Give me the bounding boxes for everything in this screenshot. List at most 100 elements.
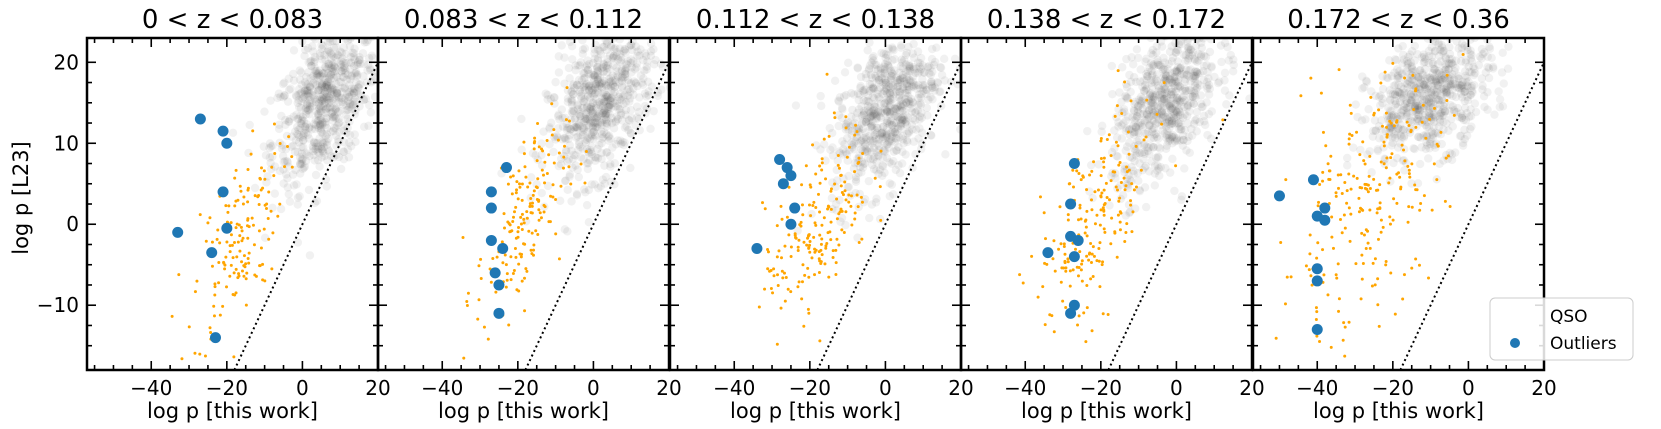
qso-point: [1417, 263, 1421, 267]
density-point: [930, 83, 940, 92]
density-point: [812, 141, 821, 150]
density-point: [576, 130, 585, 140]
density-point: [1456, 81, 1465, 90]
density-point: [576, 153, 586, 162]
density-point: [1466, 54, 1476, 63]
density-point: [886, 116, 896, 125]
density-point: [600, 94, 609, 104]
density-point: [1153, 161, 1162, 170]
density-point: [341, 66, 350, 75]
density-point: [1398, 58, 1407, 68]
qso-point: [780, 256, 784, 260]
density-point: [280, 91, 289, 100]
density-point: [1176, 71, 1185, 80]
density-point: [1424, 96, 1434, 106]
density-point: [1202, 77, 1212, 87]
density-point: [631, 78, 641, 87]
density-point: [324, 45, 333, 55]
density-point: [579, 118, 588, 127]
qso-point: [803, 273, 807, 277]
density-point: [556, 160, 566, 169]
density-point: [344, 92, 354, 101]
density-point: [344, 58, 354, 67]
density-point: [1437, 84, 1446, 93]
density-point: [1172, 67, 1182, 77]
density-point: [360, 38, 369, 47]
qso-point: [828, 230, 832, 234]
density-point: [282, 170, 291, 179]
density-point: [1174, 83, 1183, 93]
qso-point: [817, 270, 821, 274]
density-point: [890, 54, 899, 64]
density-point: [261, 151, 271, 160]
density-point: [599, 59, 608, 69]
density-point: [349, 52, 358, 61]
density-point: [606, 73, 616, 82]
density-point: [590, 70, 599, 80]
density-point: [1414, 110, 1423, 120]
density-point: [1427, 43, 1436, 52]
density-point: [1165, 96, 1174, 106]
qso-point: [1373, 283, 1377, 287]
qso-point: [537, 145, 541, 149]
density-point: [1436, 57, 1445, 66]
density-point: [602, 39, 612, 48]
density-point: [590, 83, 600, 92]
qso-point: [212, 304, 216, 308]
density-point: [1115, 88, 1124, 97]
density-point: [901, 79, 910, 89]
density-point: [1139, 86, 1149, 95]
qso-point: [231, 292, 235, 296]
density-point: [334, 152, 344, 162]
density-point: [1438, 75, 1447, 85]
density-point: [898, 82, 908, 92]
density-point: [873, 89, 882, 99]
density-point: [888, 81, 898, 90]
outlier-point: [485, 202, 497, 214]
density-point: [1402, 56, 1412, 66]
density-point: [1443, 91, 1452, 100]
density-point: [585, 85, 594, 95]
qso-point: [1412, 107, 1416, 111]
qso-point: [239, 225, 243, 229]
density-point: [354, 83, 363, 92]
density-point: [611, 102, 621, 111]
density-point: [1130, 156, 1139, 166]
density-point: [1446, 100, 1455, 110]
density-point: [1176, 122, 1185, 131]
qso-point: [1368, 208, 1372, 212]
outlier-point: [751, 243, 763, 255]
density-point: [312, 71, 322, 80]
qso-point: [170, 314, 174, 318]
density-point: [889, 90, 898, 99]
density-point: [329, 123, 339, 133]
qso-point: [1066, 260, 1070, 264]
qso-point: [1326, 162, 1330, 166]
density-point: [601, 92, 610, 102]
qso-point: [536, 177, 540, 181]
density-point: [868, 106, 877, 116]
density-point: [1423, 74, 1432, 83]
density-point: [1177, 192, 1187, 201]
density-point: [593, 53, 603, 63]
qso-point: [1116, 188, 1120, 192]
density-point: [940, 76, 949, 85]
density-point: [557, 105, 567, 114]
density-point: [883, 51, 892, 60]
qso-point: [1099, 208, 1103, 212]
density-point: [850, 159, 860, 168]
density-point: [341, 58, 350, 68]
density-point: [292, 180, 301, 189]
density-point: [1181, 75, 1190, 84]
density-point: [597, 78, 607, 87]
density-point: [321, 108, 331, 117]
density-point: [928, 83, 937, 92]
density-point: [332, 86, 342, 95]
density-point: [553, 124, 563, 133]
density-point: [324, 59, 333, 69]
density-point: [585, 93, 595, 103]
density-point: [1192, 57, 1202, 66]
outliers: [172, 113, 233, 344]
qso-point: [806, 266, 810, 270]
qso-point: [1067, 182, 1071, 186]
